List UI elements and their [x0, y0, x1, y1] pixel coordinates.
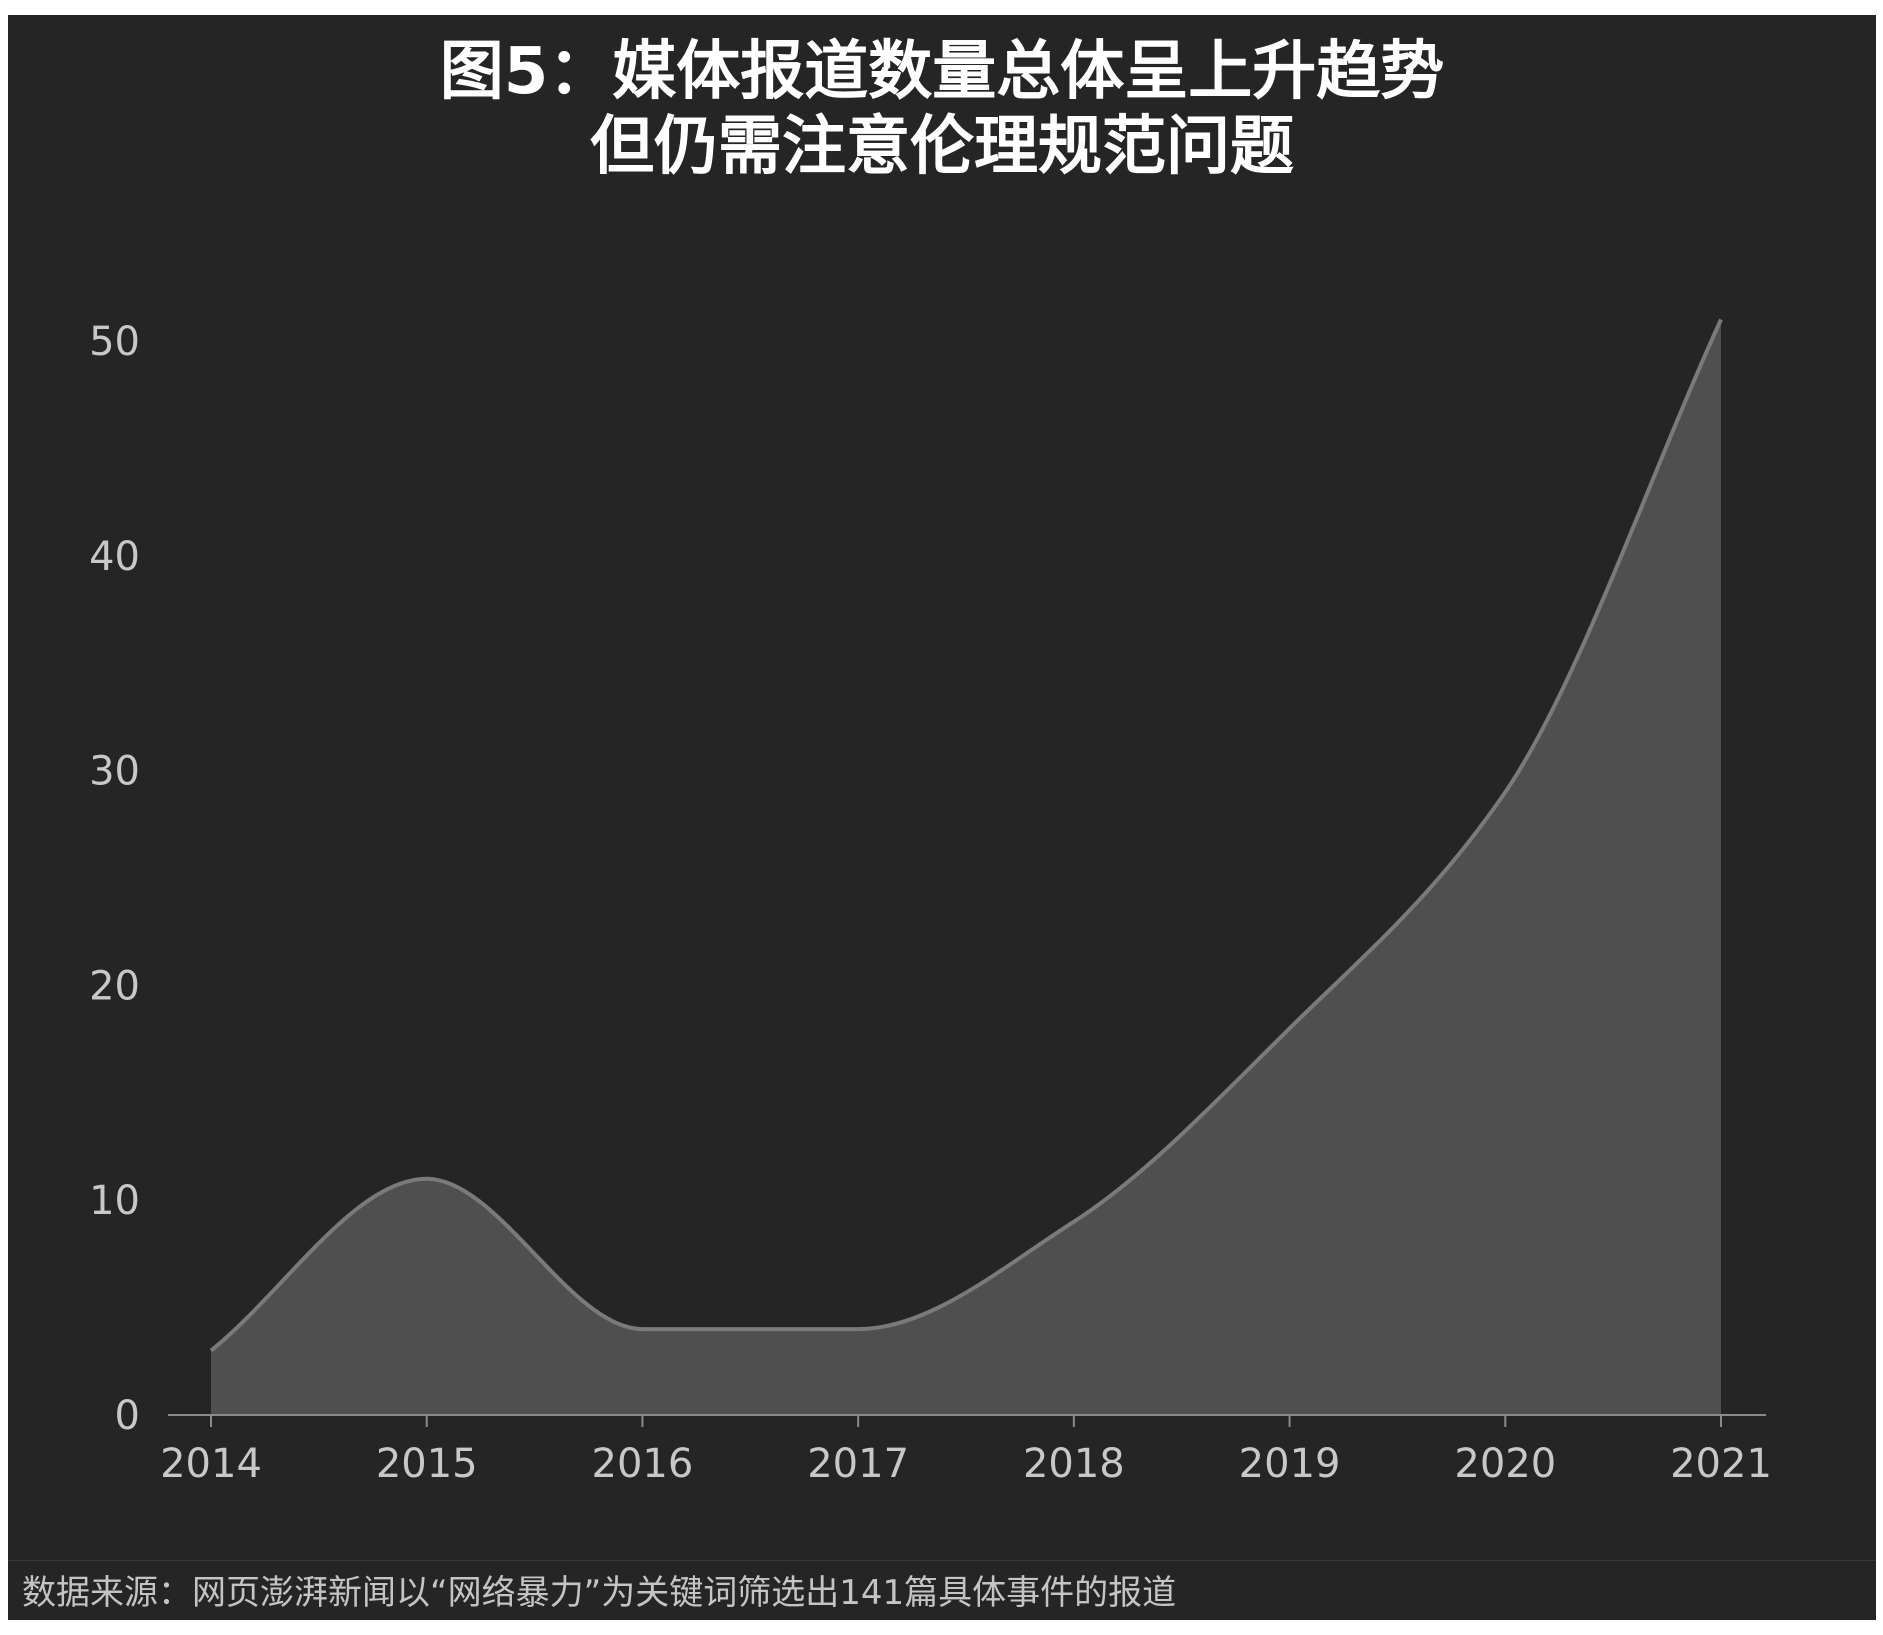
x-tick-label-2019: 2019 — [1239, 1441, 1341, 1487]
chart-title: 图5：媒体报道数量总体呈上升趋势 但仍需注意伦理规范问题 — [8, 35, 1876, 185]
x-tick-label-2017: 2017 — [807, 1441, 909, 1487]
y-tick-label-20: 20 — [89, 963, 140, 1009]
x-tick-label-2021: 2021 — [1670, 1441, 1772, 1487]
series-line — [209, 318, 1723, 1353]
y-tick-label-0: 0 — [115, 1393, 140, 1439]
source-divider — [8, 1560, 1876, 1561]
y-tick-label-30: 30 — [89, 749, 140, 795]
x-tick-label-2014: 2014 — [160, 1441, 262, 1487]
x-tick-label-2020: 2020 — [1454, 1441, 1556, 1487]
series-area — [211, 319, 1721, 1415]
data-source-note: 数据来源：网页澎湃新闻以“网络暴力”为关键词筛选出141篇具体事件的报道 — [22, 1573, 1177, 1613]
x-tick-label-2016: 2016 — [592, 1441, 694, 1487]
chart-title-line-1: 图5：媒体报道数量总体呈上升趋势 — [439, 35, 1445, 109]
y-tick-label-40: 40 — [89, 534, 140, 580]
chart-title-line-2: 但仍需注意伦理规范问题 — [590, 110, 1294, 184]
y-tick-label-50: 50 — [89, 319, 140, 365]
x-tick-label-2018: 2018 — [1023, 1441, 1125, 1487]
chart-figure: 图5：媒体报道数量总体呈上升趋势 但仍需注意伦理规范问题 2014 2015 201… — [8, 15, 1876, 1620]
y-tick-label-10: 10 — [89, 1178, 140, 1224]
x-tick-label-2015: 2015 — [376, 1441, 478, 1487]
area-chart: 2014 2015 2016 2017 2018 2019 2020 2021 0 10 20 30 4… — [89, 318, 1772, 1487]
